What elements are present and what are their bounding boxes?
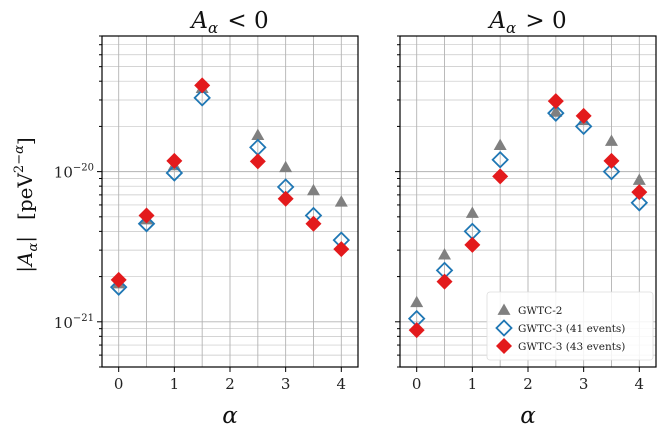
x-axis-label: α bbox=[520, 403, 536, 429]
x-tick-label: 2 bbox=[523, 375, 533, 393]
data-point bbox=[110, 271, 127, 288]
legend-marker bbox=[496, 338, 512, 354]
x-tick-label: 0 bbox=[412, 375, 422, 393]
data-point bbox=[547, 93, 564, 110]
data-point bbox=[333, 241, 350, 258]
data-point bbox=[277, 190, 294, 207]
y-tick-label: 10−21 bbox=[54, 313, 94, 332]
legend-box bbox=[486, 291, 654, 361]
x-tick-label: 2 bbox=[225, 375, 235, 393]
x-tick-label: 4 bbox=[635, 375, 645, 393]
x-tick-label: 1 bbox=[170, 375, 180, 393]
plot-frame bbox=[399, 35, 657, 368]
data-point bbox=[603, 152, 620, 169]
series-gwtc-3-43-events- bbox=[110, 77, 350, 288]
panels: 0 1 2 3 4 10−21 10−20 Aα < 0 α 0 1 2 3 4 Aα > 0 α bbox=[54, 8, 657, 429]
data-point bbox=[194, 77, 211, 94]
legend-label: GWTC-3 (41 events) bbox=[518, 323, 625, 335]
legend: GWTC-2 GWTC-3 (41 events) GWTC-3 (43 event… bbox=[486, 291, 654, 361]
data-point bbox=[602, 162, 621, 181]
data-point bbox=[631, 184, 648, 201]
x-tick-label: 0 bbox=[114, 375, 124, 393]
data-point bbox=[249, 153, 266, 170]
data-point bbox=[632, 173, 646, 185]
data-point bbox=[574, 117, 593, 136]
data-point bbox=[575, 107, 592, 124]
legend-label: GWTC-2 bbox=[518, 305, 562, 317]
data-point bbox=[165, 164, 184, 182]
panel-1: 0 1 2 3 4 10−21 10−20 Aα < 0 α bbox=[54, 8, 359, 429]
y-tick-label: 10−20 bbox=[54, 163, 94, 182]
data-point bbox=[604, 134, 618, 146]
data-point bbox=[464, 236, 481, 253]
panel-2: 0 1 2 3 4 Aα > 0 α bbox=[395, 8, 657, 429]
data-point bbox=[279, 160, 293, 173]
data-point bbox=[549, 105, 563, 117]
data-point bbox=[630, 194, 649, 212]
series-gwtc-3-43-events- bbox=[408, 93, 648, 339]
panel-title: Aα > 0 bbox=[487, 8, 566, 37]
data-point bbox=[137, 214, 156, 233]
data-point bbox=[436, 273, 453, 290]
data-point bbox=[109, 278, 128, 296]
data-point bbox=[492, 168, 509, 185]
plot-frame bbox=[101, 35, 359, 368]
data-point bbox=[410, 295, 424, 308]
data-point bbox=[493, 138, 507, 151]
data-point bbox=[305, 215, 322, 232]
data-point bbox=[547, 104, 565, 122]
x-tick-label: 3 bbox=[579, 375, 589, 393]
panel-title: Aα < 0 bbox=[189, 8, 268, 37]
data-point bbox=[193, 89, 211, 107]
data-point bbox=[491, 150, 509, 169]
x-tick-label: 4 bbox=[337, 375, 347, 393]
legend-label: GWTC-3 (43 events) bbox=[518, 341, 625, 353]
x-tick-label: 1 bbox=[468, 375, 478, 393]
data-point bbox=[166, 152, 183, 169]
x-tick-label: 3 bbox=[281, 375, 291, 393]
data-point bbox=[408, 322, 425, 339]
data-point bbox=[465, 206, 479, 218]
data-point bbox=[334, 195, 348, 207]
data-point bbox=[306, 183, 320, 196]
x-axis-label: α bbox=[222, 403, 238, 429]
data-point bbox=[251, 128, 265, 140]
data-point bbox=[438, 248, 452, 260]
data-point bbox=[138, 207, 155, 224]
y-axis-label: |Aα|[peV2−α] bbox=[12, 137, 41, 272]
legend-marker bbox=[497, 303, 511, 315]
legend-marker bbox=[495, 319, 513, 337]
